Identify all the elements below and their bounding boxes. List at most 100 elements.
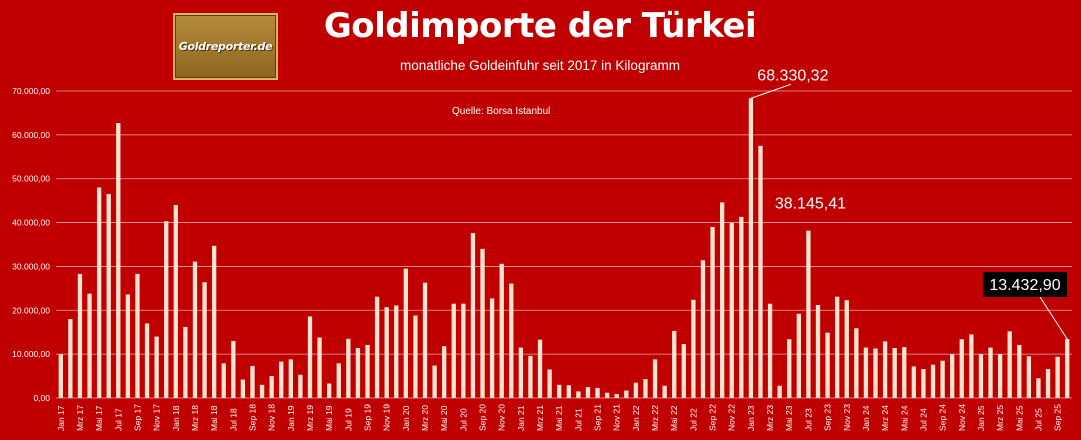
bar — [68, 319, 73, 398]
bar — [614, 394, 619, 398]
bar — [135, 273, 140, 398]
bar — [844, 300, 849, 398]
bar — [365, 344, 370, 398]
y-tick-label: 30.000,00 — [12, 261, 50, 271]
y-tick-label: 60.000,00 — [12, 130, 50, 140]
bar — [451, 303, 456, 398]
annotation-label: 13.432,90 — [989, 277, 1060, 294]
x-tick-label: Sep 21 — [593, 404, 603, 431]
bar — [643, 379, 648, 398]
bar — [279, 361, 284, 398]
bar — [183, 326, 188, 398]
x-tick-label: Jan 19 — [286, 405, 296, 431]
x-tick-label: Nov 18 — [267, 404, 277, 431]
bar — [835, 296, 840, 398]
bar — [346, 338, 351, 398]
x-tick-label: Mai 25 — [1014, 405, 1024, 431]
bar — [892, 348, 897, 398]
bar — [288, 359, 293, 398]
bar — [413, 315, 418, 398]
x-tick-label: Mrz 21 — [535, 405, 545, 431]
bar — [700, 260, 706, 398]
x-tick-label: Nov 19 — [382, 404, 392, 431]
x-tick-label: Jul 18 — [228, 408, 238, 431]
x-tick-label: Jan 21 — [516, 405, 526, 431]
bar — [489, 298, 495, 398]
bar — [432, 365, 437, 398]
bar — [1007, 331, 1012, 398]
x-tick-label: Sep 24 — [938, 404, 948, 431]
bar — [154, 336, 159, 398]
annotation-label: 38.145,41 — [775, 196, 846, 213]
bar — [240, 379, 246, 398]
bar — [930, 364, 936, 398]
bar — [116, 123, 121, 398]
x-tick-label: Jul 20 — [458, 408, 468, 431]
bar — [480, 248, 485, 398]
x-tick-label: Mrz 24 — [880, 405, 890, 431]
x-tick-label: Mai 24 — [899, 405, 909, 431]
bar — [231, 340, 236, 398]
bar — [192, 261, 198, 398]
x-tick-label: Jan 23 — [746, 405, 756, 431]
bar — [719, 202, 725, 398]
bar — [537, 339, 543, 398]
bar — [144, 323, 150, 398]
bar — [681, 344, 686, 398]
x-tick-label: Sep 23 — [823, 404, 833, 431]
bar — [729, 222, 734, 398]
bar — [796, 313, 801, 398]
x-tick-label: Sep 25 — [1053, 404, 1063, 431]
x-tick-label: Nov 24 — [957, 404, 967, 431]
x-tick-label: Mai 20 — [439, 405, 449, 431]
bar — [873, 348, 878, 398]
x-tick-label: Sep 18 — [247, 404, 257, 431]
bar — [499, 263, 504, 398]
bar — [106, 194, 111, 398]
chart-title: Goldimporte der Türkei — [323, 6, 757, 46]
x-tick-label: Mrz 25 — [995, 405, 1005, 431]
goldreporter-logo[interactable]: Goldreporter.de — [173, 13, 278, 80]
bar — [739, 216, 744, 398]
bar — [58, 354, 63, 398]
x-tick-label: Sep 17 — [132, 404, 142, 431]
bar — [585, 387, 591, 398]
bar — [767, 303, 773, 398]
source-note: Quelle: Borsa Istanbul — [452, 106, 551, 117]
x-tick-label: Mrz 23 — [765, 405, 775, 431]
bar — [863, 347, 869, 398]
bar — [221, 363, 226, 398]
x-tick-label: Mai 22 — [669, 405, 679, 431]
bar — [815, 305, 821, 398]
bar — [77, 273, 83, 398]
y-tick-label: 20.000,00 — [12, 305, 50, 315]
bar — [624, 390, 629, 398]
bar — [422, 282, 428, 398]
bar — [1045, 369, 1051, 398]
x-tick-label: Nov 23 — [842, 404, 852, 431]
bar — [173, 205, 178, 398]
bar — [470, 233, 476, 398]
bar — [691, 299, 696, 398]
bar — [940, 360, 945, 398]
annotation-leader — [1039, 296, 1068, 340]
bar — [806, 230, 811, 398]
bar — [787, 339, 792, 398]
x-tick-label: Jul 22 — [688, 408, 698, 431]
bar — [1065, 339, 1070, 398]
y-tick-label: 70.000,00 — [12, 86, 50, 96]
bar — [518, 347, 524, 398]
bar — [1017, 344, 1022, 398]
bar — [566, 385, 571, 398]
x-tick-label: Mai 19 — [324, 405, 334, 431]
bar — [259, 384, 265, 398]
x-tick-label: Mrz 18 — [190, 405, 200, 431]
x-tick-label: Jul 19 — [343, 408, 353, 431]
x-tick-label: Jan 18 — [171, 405, 181, 431]
bar — [269, 376, 274, 398]
bar — [748, 98, 754, 398]
x-tick-label: Jan 17 — [56, 405, 66, 431]
x-tick-label: Nov 17 — [152, 404, 162, 431]
bar — [1055, 356, 1060, 398]
